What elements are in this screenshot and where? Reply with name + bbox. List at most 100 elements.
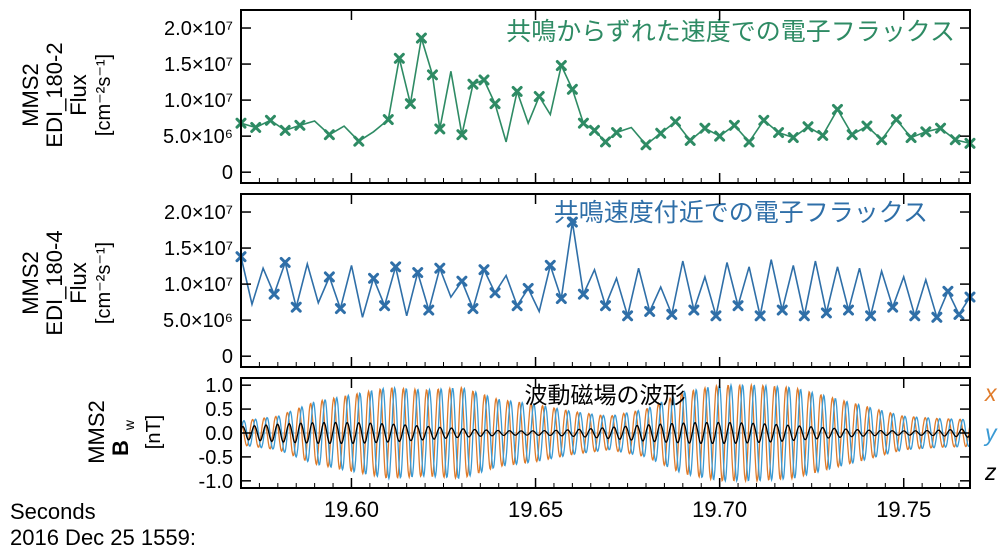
ytick-label: 1.0×10⁷ (164, 274, 233, 296)
flux1-marker (489, 98, 501, 110)
flux2-marker (379, 300, 391, 312)
time-axis-date-label: 2016 Dec 25 1559: (10, 525, 196, 550)
flux1-marker (846, 129, 858, 141)
flux1-marker (415, 32, 427, 44)
flux1-line (240, 37, 971, 146)
flux1-ylabel-line2: EDI_180-2 (42, 42, 67, 147)
flux2-marker (666, 308, 678, 320)
flux1-marker (640, 139, 652, 151)
bw-ylabel-bold: B (108, 440, 133, 456)
legend-z: z (984, 459, 997, 485)
flux1-marker (382, 114, 394, 126)
bw-z-line (240, 421, 971, 445)
flux2-marker (323, 271, 335, 283)
ytick-label: 5.0×10⁶ (163, 310, 233, 332)
flux2-marker (820, 307, 832, 319)
flux2-marker (732, 300, 744, 312)
flux2-marker (268, 288, 280, 300)
flux2-ylabel-line1: MMS2 (18, 251, 43, 315)
flux1-marker (566, 83, 578, 95)
flux2-marker (478, 264, 490, 276)
flux1-marker (456, 129, 468, 141)
flux2-marker (368, 272, 380, 284)
flux1-marker (935, 122, 947, 134)
flux1-ylabel-line4: [cm⁻²s⁻¹] (93, 54, 115, 136)
flux1-marker (393, 52, 405, 64)
legend-x: x (984, 380, 998, 406)
flux1-marker (511, 85, 523, 97)
flux2-marker (577, 288, 589, 300)
flux2-marker (334, 303, 346, 315)
flux1-marker (949, 134, 961, 146)
flux2-ylabel-line2: EDI_180-4 (42, 230, 67, 335)
flux2-marker (412, 267, 424, 279)
flux1-frame (240, 9, 971, 184)
flux1-marker (434, 123, 446, 135)
flux1-marker (920, 126, 932, 138)
flux1-marker (743, 136, 755, 148)
flux2-line (240, 221, 971, 320)
time-axis: 19.60 19.65 19.70 19.75 Seconds 2016 Dec 25… (10, 10, 960, 550)
flux1-marker (831, 103, 843, 115)
flux2-marker (909, 310, 921, 322)
flux1-marker (555, 60, 567, 72)
flux1-marker (773, 127, 785, 139)
flux1-marker (478, 74, 490, 86)
flux1-marker (655, 127, 667, 139)
flux1-marker (861, 120, 873, 132)
flux1-marker (714, 130, 726, 142)
ytick-label: 5.0×10⁶ (163, 126, 233, 148)
flux2-marker (555, 293, 567, 305)
flux2-annotation: 共鳴速度付近での電子フラックス (554, 199, 928, 227)
flux2-marker (754, 310, 766, 322)
flux1-marker (758, 114, 770, 126)
xtick-label: 19.70 (692, 497, 747, 522)
flux1-marker (876, 134, 888, 146)
flux1-marker (669, 116, 681, 128)
flux2-frame (240, 193, 971, 368)
ytick-label: -1.0 (199, 471, 233, 493)
panel-flux-edi-180-2: MMS2 EDI_180-2 Flux [cm⁻²s⁻¹] 0 5.0×10⁶ 1.… (18, 9, 976, 184)
flux2-marker (887, 301, 899, 313)
flux1-marker (353, 135, 365, 147)
panel-flux-edi-180-4: MMS2 EDI_180-4 Flux [cm⁻²s⁻¹] 0 5.0×10⁶ 1.… (18, 193, 976, 368)
ytick-label: 1.0×10⁷ (164, 90, 233, 112)
flux1-marker (577, 117, 589, 129)
flux2-marker (600, 300, 611, 312)
flux1-marker (279, 124, 291, 136)
legend-y: y (983, 420, 998, 446)
bw-ylabel-line1: MMS2 (84, 400, 109, 464)
flux1-annotation: 共鳴からずれた速度での電子フラックス (506, 18, 955, 46)
bw-ylabel-sub: w (121, 419, 137, 431)
panel-wave-magnetic-field: MMS2 B w [nT] -1.0-0.50.00.51.0 波動磁場の波形 … (84, 375, 998, 493)
flux2-marker (688, 304, 700, 316)
flux1-ylabel-line3: Flux (66, 74, 91, 116)
flux2-marker (798, 310, 810, 322)
flux1-marker (817, 129, 829, 141)
flux2-marker (710, 310, 722, 322)
flux2-marker (622, 310, 634, 322)
flux2-marker (566, 216, 578, 228)
flux2-marker (843, 304, 854, 316)
flux2-ylabel-line3: Flux (66, 262, 91, 304)
flux2-ylabel-line4: [cm⁻²s⁻¹] (93, 242, 115, 324)
xtick-label: 19.75 (876, 497, 931, 522)
flux1-marker (728, 119, 740, 131)
ytick-label: 2.0×10⁷ (164, 202, 233, 224)
flux1-marker (905, 132, 917, 144)
xtick-label: 19.65 (508, 497, 563, 522)
flux1-marker (533, 91, 545, 102)
flux1-ylabel-line1: MMS2 (18, 63, 43, 127)
flux2-marker (290, 301, 302, 313)
ytick-label: 0 (222, 346, 233, 368)
flux1-marker (802, 121, 814, 133)
flux1-marker (250, 121, 262, 133)
flux1-marker (467, 78, 479, 90)
flux1-marker (684, 134, 696, 146)
flux1-marker (294, 119, 306, 131)
flux2-marker (279, 256, 291, 268)
time-axis-seconds-label: Seconds (10, 499, 96, 524)
flux2-marker (522, 282, 534, 294)
ytick-label: -0.5 (199, 447, 233, 469)
